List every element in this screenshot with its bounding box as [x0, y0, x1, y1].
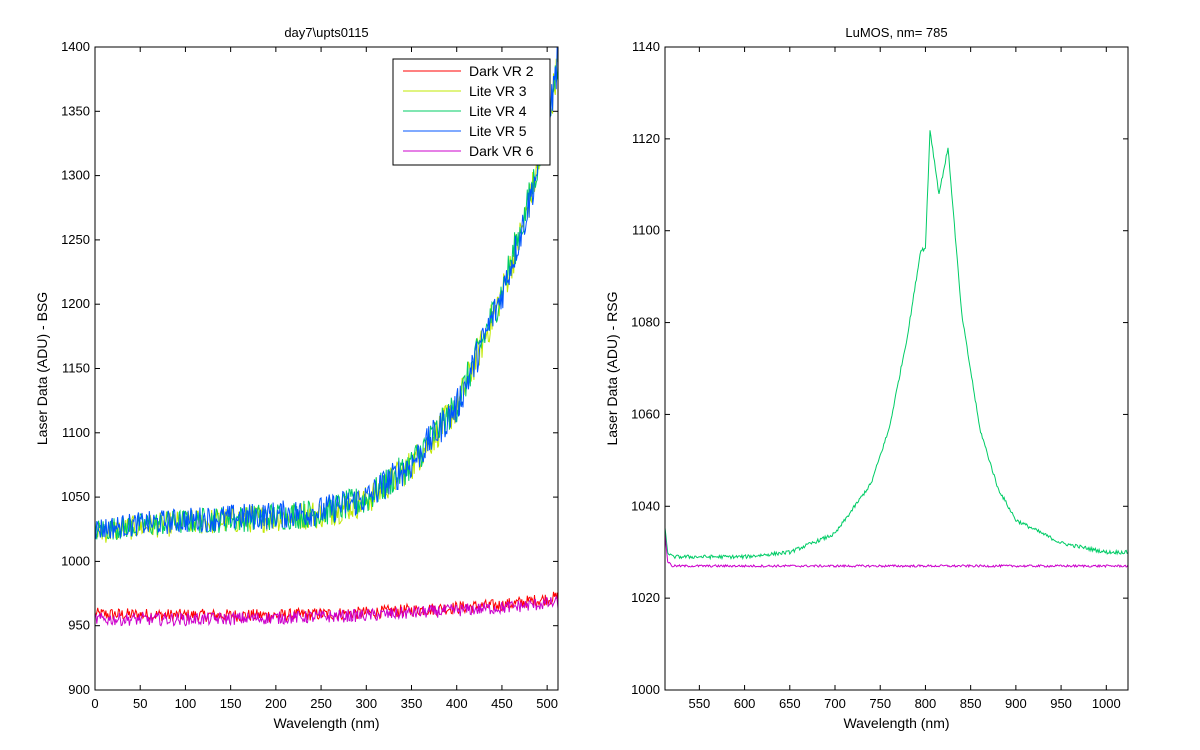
x-tick-label: 300	[355, 696, 377, 711]
chart-title: day7\upts0115	[284, 25, 368, 40]
x-tick-label: 550	[689, 696, 711, 711]
x-tick-label: 850	[960, 696, 982, 711]
y-axis-label: Laser Data (ADU) - BSG	[34, 292, 50, 445]
x-tick-label: 350	[401, 696, 423, 711]
x-tick-label: 950	[1050, 696, 1072, 711]
x-tick-label: 450	[491, 696, 513, 711]
y-tick-label: 1120	[632, 131, 660, 146]
series-group	[665, 130, 1128, 569]
chart-2: 550 600 650 700 750 800 850 900 950 1000 1000 1020 1…	[604, 25, 1129, 731]
y-tick-label: 1350	[61, 103, 90, 118]
y-tick-label: 1250	[61, 232, 90, 247]
y-tick-label: 1150	[62, 361, 90, 376]
legend-entry-label: Lite VR 5	[469, 123, 527, 139]
x-tick-label: 400	[446, 696, 468, 711]
y-tick-label: 1100	[62, 425, 90, 440]
x-tick-label: 0	[91, 696, 98, 711]
y-tick-label: 950	[68, 618, 90, 633]
legend-entry-label: Lite VR 4	[469, 103, 527, 119]
y-tick-label: 1400	[61, 39, 90, 54]
x-tick-label: 700	[824, 696, 846, 711]
plot-frame	[664, 46, 1129, 691]
chart-1: 0 50 100 150 200 250 300 350 400 450 500 900 950 1000…	[34, 25, 559, 731]
x-tick-label: 600	[734, 696, 756, 711]
chart-title: LuMOS, nm= 785	[845, 25, 947, 40]
y-tick-label: 1000	[631, 682, 660, 697]
y-tick-label: 1100	[632, 223, 660, 238]
y-tick-label: 1000	[61, 553, 90, 568]
legend: Dark VR 2 Lite VR 3 Lite VR 4 Lite VR 5 Dark…	[392, 58, 551, 166]
y-tick-label: 1050	[61, 489, 90, 504]
x-tick-label: 200	[265, 696, 287, 711]
x-tick-label: 750	[869, 696, 891, 711]
y-tick-label: 900	[68, 682, 90, 697]
legend-box	[392, 58, 551, 166]
x-tick-label: 250	[310, 696, 332, 711]
series-line-lite-vr-5	[95, 47, 558, 540]
x-axis-label: Wavelength (nm)	[843, 715, 949, 731]
x-tick-label: 50	[133, 696, 147, 711]
y-tick-label: 1140	[632, 39, 660, 54]
x-tick-label: 100	[175, 696, 197, 711]
series-line-trace-1	[665, 130, 1128, 561]
series-group	[95, 47, 558, 627]
x-axis-label: Wavelength (nm)	[273, 715, 379, 731]
y-tick-label: 1060	[631, 406, 660, 421]
y-tick-label: 1080	[631, 315, 660, 330]
legend-entry-label: Dark VR 6	[469, 143, 534, 159]
x-tick-label: 1000	[1092, 696, 1121, 711]
y-tick-label: 1200	[61, 296, 90, 311]
x-tick-label: 500	[536, 696, 558, 711]
x-tick-label: 900	[1005, 696, 1027, 711]
legend-entry-label: Dark VR 2	[469, 63, 534, 79]
y-axis-label: Laser Data (ADU) - RSG	[604, 291, 620, 445]
x-tick-label: 650	[779, 696, 801, 711]
series-line-trace-2	[665, 533, 1128, 569]
legend-entry-label: Lite VR 3	[469, 83, 527, 99]
x-tick-label: 150	[220, 696, 242, 711]
x-tick-label: 800	[915, 696, 937, 711]
y-tick-label: 1300	[61, 168, 90, 183]
y-tick-label: 1020	[631, 590, 660, 605]
y-tick-label: 1040	[631, 498, 660, 513]
series-line-dark-vr-6	[95, 594, 558, 627]
